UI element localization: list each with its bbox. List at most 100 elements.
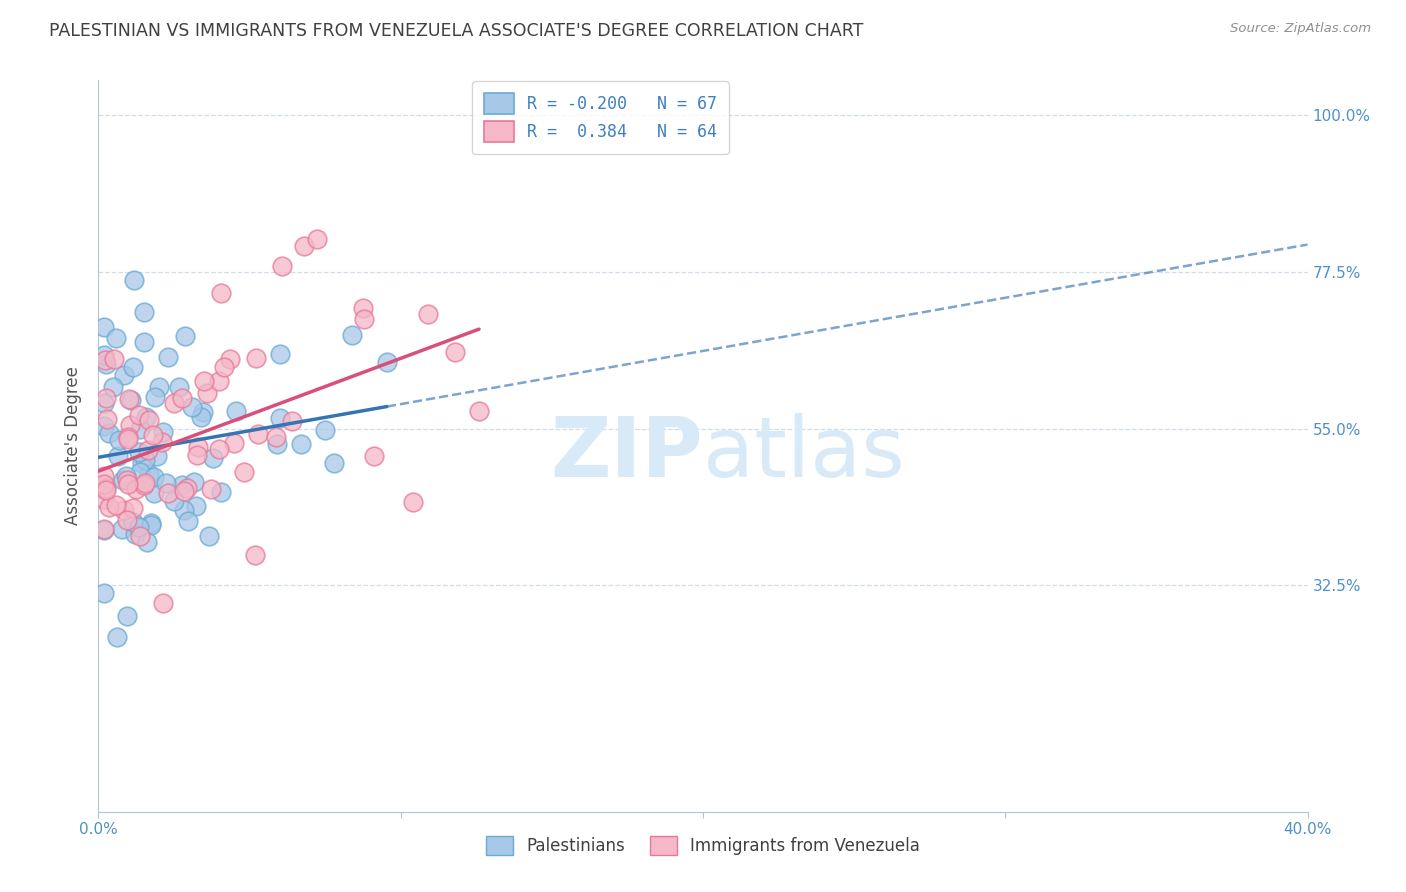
Point [266, 437, 288, 451]
Point [93, 491, 115, 506]
Point [307, 232, 329, 246]
Point [107, 449, 129, 463]
Point [107, 434, 129, 448]
Point [208, 442, 231, 456]
Point [122, 272, 145, 286]
Point [155, 475, 177, 490]
Point [112, 502, 135, 516]
Point [156, 486, 179, 500]
Point [96, 483, 118, 498]
Point [128, 520, 150, 534]
Point [271, 259, 294, 273]
Point [122, 516, 145, 530]
Point [132, 305, 155, 319]
Point [135, 410, 157, 425]
Point [292, 239, 315, 253]
Point [269, 410, 291, 425]
Point [143, 486, 166, 500]
Point [173, 484, 195, 499]
Legend: Palestinians, Immigrants from Venezuela: Palestinians, Immigrants from Venezuela [479, 830, 927, 862]
Text: PALESTINIAN VS IMMIGRANTS FROM VENEZUELA ASSOCIATE'S DEGREE CORRELATION CHART: PALESTINIAN VS IMMIGRANTS FROM VENEZUELA… [49, 22, 863, 40]
Point [103, 351, 125, 366]
Point [138, 413, 160, 427]
Point [152, 596, 174, 610]
Point [111, 473, 134, 487]
Point [375, 355, 398, 369]
Point [193, 374, 215, 388]
Point [131, 456, 153, 470]
Point [314, 424, 336, 438]
Point [148, 380, 170, 394]
Point [174, 329, 197, 343]
Point [93, 396, 115, 410]
Point [136, 443, 159, 458]
Point [468, 404, 491, 418]
Point [169, 380, 191, 394]
Point [193, 405, 215, 419]
Point [152, 425, 174, 440]
Point [184, 499, 207, 513]
Point [104, 498, 127, 512]
Point [187, 440, 209, 454]
Point [340, 327, 363, 342]
Point [120, 392, 142, 407]
Point [117, 430, 139, 444]
Point [353, 312, 375, 326]
Point [352, 301, 374, 315]
Point [180, 400, 202, 414]
Point [232, 466, 254, 480]
Point [93, 468, 115, 483]
Point [98, 426, 121, 441]
Point [222, 435, 245, 450]
Point [118, 392, 141, 406]
Point [219, 352, 242, 367]
Point [93, 586, 115, 600]
Point [363, 449, 385, 463]
Point [93, 476, 115, 491]
Point [212, 360, 235, 375]
Point [132, 334, 155, 349]
Text: ZIP: ZIP [551, 413, 703, 494]
Point [115, 473, 138, 487]
Point [322, 456, 344, 470]
Point [264, 430, 287, 444]
Point [98, 500, 121, 515]
Point [156, 350, 179, 364]
Point [134, 475, 156, 490]
Point [208, 374, 231, 388]
Point [143, 390, 166, 404]
Point [117, 477, 139, 491]
Point [132, 478, 155, 492]
Point [128, 409, 150, 423]
Point [93, 419, 115, 434]
Point [93, 523, 115, 537]
Point [246, 427, 269, 442]
Point [290, 437, 312, 451]
Point [146, 449, 169, 463]
Y-axis label: Associate's Degree: Associate's Degree [65, 367, 83, 525]
Point [176, 482, 198, 496]
Point [93, 348, 115, 362]
Point [129, 529, 152, 543]
Point [163, 396, 186, 410]
Point [444, 345, 467, 359]
Point [172, 391, 194, 405]
Point [93, 522, 115, 536]
Point [115, 513, 138, 527]
Point [94, 392, 117, 406]
Point [112, 368, 135, 382]
Point [93, 319, 115, 334]
Point [121, 500, 143, 515]
Point [173, 503, 195, 517]
Point [124, 527, 146, 541]
Point [200, 482, 222, 496]
Point [128, 422, 150, 436]
Point [115, 469, 138, 483]
Point [198, 529, 221, 543]
Point [139, 518, 162, 533]
Point [183, 475, 205, 489]
Point [225, 404, 247, 418]
Point [170, 478, 193, 492]
Point [245, 351, 267, 366]
Point [209, 285, 232, 300]
